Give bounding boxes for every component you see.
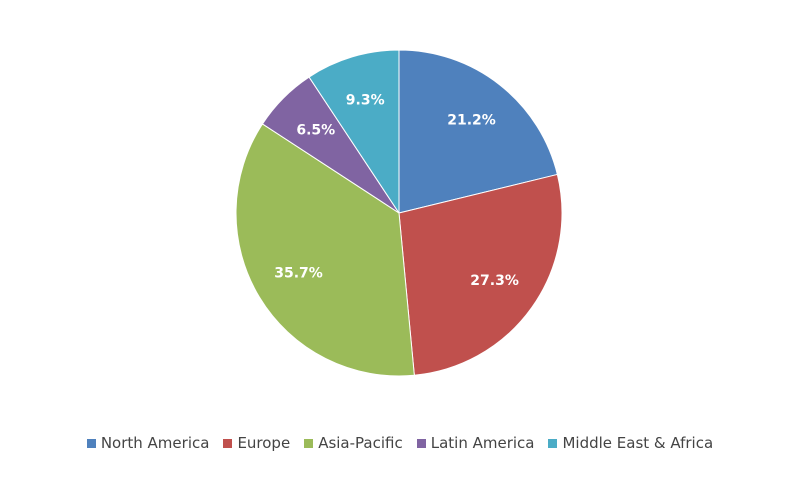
- legend-swatch: [86, 438, 96, 448]
- slice-label: 9.3%: [346, 93, 385, 109]
- pie-slice: [308, 49, 400, 215]
- slice-label: 27.3%: [470, 273, 519, 289]
- pie-slice: [398, 173, 563, 376]
- pie-area: 21.2% 27.3% 35.7% 6.5% 9.3%: [235, 49, 563, 377]
- legend-item: Europe: [223, 434, 290, 452]
- legend-label: Europe: [237, 434, 291, 452]
- legend-swatch: [416, 438, 426, 448]
- legend-swatch: [548, 438, 558, 448]
- legend-item: Middle East & Africa: [548, 434, 713, 452]
- slice-label: 21.2%: [447, 113, 496, 129]
- legend-swatch: [223, 438, 233, 448]
- legend-swatch: [304, 438, 314, 448]
- pie-slice: [398, 49, 558, 214]
- legend-label: Latin America: [430, 434, 535, 452]
- legend-item: Asia-Pacific: [304, 434, 403, 452]
- slice-label: 6.5%: [296, 122, 335, 138]
- legend-label: Middle East & Africa: [562, 434, 714, 452]
- slice-label: 35.7%: [274, 266, 323, 282]
- legend-label: Asia-Pacific: [318, 434, 403, 452]
- legend-label: North America: [100, 434, 210, 452]
- legend-item: Latin America: [416, 434, 535, 452]
- pie-slice: [235, 123, 415, 377]
- legend-item: North America: [86, 434, 210, 452]
- legend: North America Europe Asia-Pacific Latin Ame…: [0, 434, 800, 452]
